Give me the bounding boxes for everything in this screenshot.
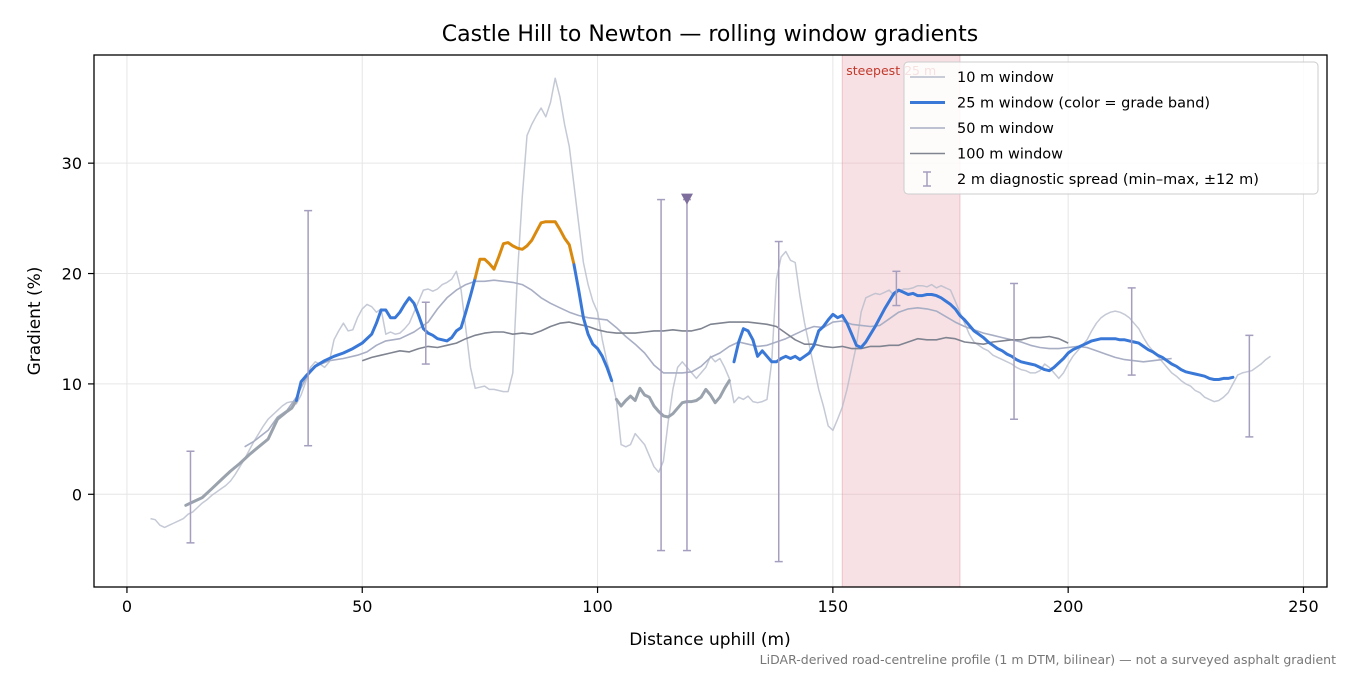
series-100m-line	[361, 321, 1069, 362]
x-axis-label: Distance uphill (m)	[629, 630, 790, 650]
spread-bar-0	[186, 450, 195, 544]
series-25m-segment-1	[294, 276, 477, 402]
series-25m-segment-3	[572, 263, 614, 383]
y-axis-ticks: 0 10 20 30	[62, 154, 94, 504]
legend-item-1: 25 m window (color = grade band)	[910, 96, 1210, 112]
series-25m-segment-4	[614, 379, 731, 419]
legend-label: 25 m window (color = grade band)	[957, 96, 1210, 112]
y-tick-label-0: 0	[72, 485, 82, 504]
legend-item-3: 100 m window	[910, 147, 1063, 163]
legend-label: 10 m window	[957, 70, 1054, 86]
x-tick-label-3: 150	[818, 597, 849, 616]
plot-area: steepest 25 m	[93, 54, 1328, 588]
legend-box	[903, 61, 1319, 195]
legend-item-0: 10 m window	[910, 70, 1054, 86]
footnote: LiDAR-derived road-centreline profile (1…	[760, 652, 1336, 667]
series-25m-segment-0	[184, 399, 298, 507]
legend: 10 m window 25 m window (color = grade ba…	[903, 61, 1319, 195]
spread-bar-8	[1127, 287, 1136, 376]
legend-label: 50 m window	[957, 121, 1054, 137]
spread-bar-4	[682, 198, 691, 552]
legend-label: 2 m diagnostic spread (min–max, ±12 m)	[957, 172, 1259, 188]
x-tick-label-2: 100	[582, 597, 613, 616]
x-tick-label-1: 50	[352, 597, 372, 616]
spread-bar-5	[774, 240, 783, 563]
x-tick-label-0: 0	[122, 597, 132, 616]
series-25m-segment-5	[732, 288, 1235, 381]
legend-label: 100 m window	[957, 147, 1063, 163]
legend-item-4: 2 m diagnostic spread (min–max, ±12 m)	[923, 171, 1259, 188]
spread-bar-6	[892, 270, 901, 307]
series-lines	[150, 77, 1271, 529]
spread-bar-3	[657, 198, 666, 552]
diagnostic-spread-bars	[186, 198, 1254, 563]
spread-bar-9	[1245, 334, 1254, 438]
plot-frame	[93, 54, 1328, 588]
peak-marker	[680, 193, 693, 205]
series-25m-segment-2	[473, 220, 576, 280]
y-tick-label-3: 30	[62, 154, 82, 173]
x-tick-label-4: 200	[1053, 597, 1084, 616]
x-axis-ticks: 0 50 100 150 200 250	[122, 587, 1319, 616]
y-tick-label-1: 10	[62, 375, 82, 394]
legend-item-2: 50 m window	[910, 121, 1054, 137]
spread-bar-1	[304, 209, 313, 447]
x-tick-label-5: 250	[1288, 597, 1319, 616]
chart-title: Castle Hill to Newton — rolling window g…	[442, 22, 978, 47]
spread-bar-2	[421, 301, 430, 365]
y-tick-label-2: 20	[62, 265, 82, 284]
spread-bar-7	[1010, 282, 1019, 420]
y-axis-label: Gradient (%)	[25, 267, 45, 376]
peak-marker-triangle	[680, 193, 693, 205]
